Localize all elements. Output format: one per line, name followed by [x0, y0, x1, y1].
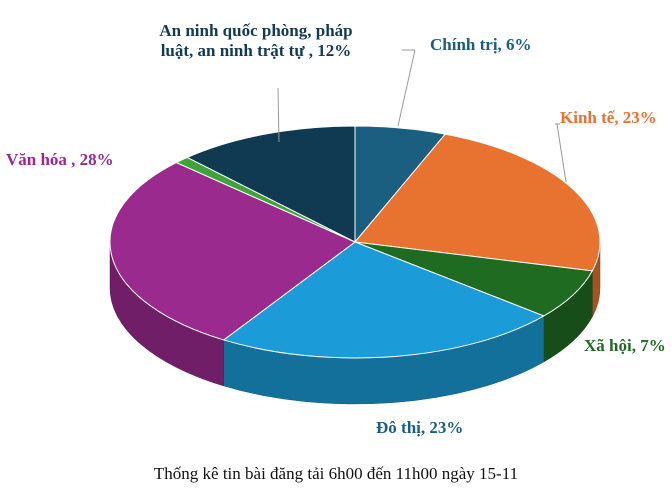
label-chinh-tri: Chính trị, 6% [430, 35, 532, 54]
pie-slice-1 [354, 133, 601, 272]
pie-slice-2 [354, 241, 594, 317]
leader-line-0 [397, 49, 416, 127]
label-an-ninh: An ninh quốc phòng, pháp luật, an ninh t… [159, 21, 353, 60]
pie-slice-6 [186, 125, 356, 243]
pie-slice-4 [109, 162, 356, 341]
chart-title: Thống kê tin bài đăng tải 6h00 đến 11h00… [153, 464, 519, 483]
label-kinh-te: Kinh tế, 23% [560, 108, 657, 127]
label-xa-hoi: Xã hội, 7% [584, 336, 666, 355]
leader-line-2 [277, 87, 280, 143]
label-do-thi: Đô thị, 23% [376, 418, 464, 437]
label-van-hoa: Văn hóa , 28% [6, 150, 114, 169]
leader-line-3 [556, 123, 567, 183]
pie-slice-3 [222, 241, 545, 359]
